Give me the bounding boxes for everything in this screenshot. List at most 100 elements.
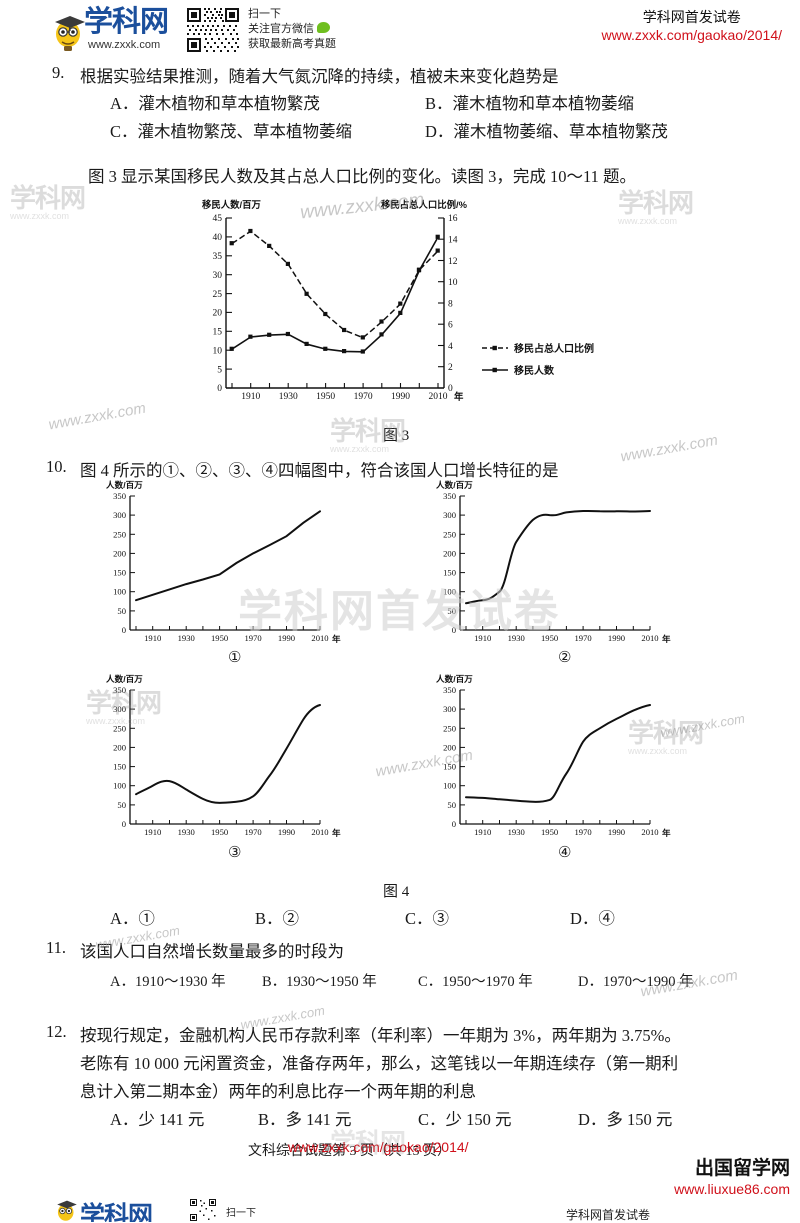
fig3-left-axis-title: 移民人数/百万 <box>202 199 261 210</box>
fig4-3-xtick-1990: 1990 <box>278 827 295 837</box>
fig3-ytick-25: 25 <box>213 290 223 300</box>
q9-option-d-text: 灌木植物萎缩、草本植物繁茂 <box>453 122 668 141</box>
fig4-4-curve <box>465 704 651 803</box>
fig4-4-label: ④ <box>558 845 572 861</box>
q9-option-b-text: 灌木植物和草本植物萎缩 <box>452 94 635 113</box>
chart-fig3: 移民人数/百万 移民占总人口比例/% 0 5 10 15 20 25 <box>186 196 606 418</box>
fig4-2-xaxis-unit: 年 <box>662 633 671 644</box>
q10-option-c[interactable]: C．③ <box>405 905 449 929</box>
fig4-2-ytick-350: 350 <box>443 491 456 501</box>
fig3-ytick-15: 15 <box>213 328 223 338</box>
q11-option-b[interactable]: B．1930～1950 年 <box>262 970 377 991</box>
fig4-4-xtick-2010: 2010 <box>641 827 658 837</box>
fig3-y2tick-0: 0 <box>448 384 453 394</box>
fig3-xtick-1930: 1930 <box>279 392 298 402</box>
fig3-y2tick-8: 8 <box>448 299 453 309</box>
scan-line-2-wrap: 关注官方微信 <box>248 22 336 37</box>
q12-option-c[interactable]: C．少 150 元 <box>418 1106 512 1130</box>
mascot-icon <box>55 16 85 51</box>
q10-option-c-text: ③ <box>432 909 450 928</box>
zxxk-logo: 学科网 www.zxxk.com <box>52 6 177 54</box>
q12-option-a[interactable]: A．少 141 元 <box>110 1106 204 1130</box>
q11-option-a[interactable]: A．1910～1930 年 <box>110 970 226 991</box>
fig3-legend: 移民占总人口比例 移民人数 <box>482 342 594 377</box>
fig4-2-ytick-0: 0 <box>452 625 456 635</box>
q11-option-c-key: C． <box>418 974 443 990</box>
bottom-qr-icon[interactable] <box>186 1198 220 1222</box>
fig3-xaxis-unit: 年 <box>454 391 464 402</box>
fig4-3-curve <box>135 704 321 804</box>
fig4-3-ytick-250: 250 <box>113 723 126 733</box>
q9-option-c[interactable]: C．灌木植物繁茂、草本植物萎缩 <box>110 118 352 142</box>
fig4-1-xtick-1950: 1950 <box>211 633 228 643</box>
fig4-1-ytick-50: 50 <box>117 606 126 616</box>
fig4-4-ytick-0: 0 <box>452 819 456 829</box>
q11-option-c-text: 1950～1970 年 <box>442 974 533 990</box>
fig4-1-ytick-150: 150 <box>113 568 126 578</box>
fig4-1-label: ① <box>228 650 242 666</box>
chart-fig4-4: 人数/百万 0 50 100 150 200 250 300 350 <box>418 672 718 854</box>
q12-option-b[interactable]: B．多 141 元 <box>258 1106 352 1130</box>
q9-option-c-key: C． <box>110 122 138 141</box>
fig3-ytick-40: 40 <box>213 233 223 243</box>
watermark-logo-1: 学科网 www.zxxk.com <box>10 183 86 221</box>
q10-option-a-text: ① <box>138 909 155 928</box>
logo-url: www.zxxk.com <box>88 39 161 51</box>
q12-option-c-text: 少 150 元 <box>445 1110 512 1129</box>
fig4-4-ytick-350: 350 <box>443 685 456 695</box>
fig4-1-xtick-1930: 1930 <box>178 633 195 643</box>
fig4-4-ytick-50: 50 <box>447 800 456 810</box>
fig3-caption: 图 3 <box>383 428 410 444</box>
watermark-url-1: www.zxxk.com <box>47 399 148 434</box>
q11-option-c[interactable]: C．1950～1970 年 <box>418 970 533 991</box>
bottom-mascot-icon <box>57 1200 77 1221</box>
q12-option-d-text: 多 150 元 <box>606 1110 673 1129</box>
fig3-y2tick-2: 2 <box>448 363 453 373</box>
q12-option-b-key: B． <box>258 1110 286 1129</box>
fig4-4-ytick-100: 100 <box>443 781 456 791</box>
fig4-4-ytick-200: 200 <box>443 742 456 752</box>
watermark-logo-2-url: www.zxxk.com <box>618 216 678 226</box>
q10-option-d-text: ④ <box>598 909 615 928</box>
scan-instructions: 扫一下 关注官方微信 获取最新高考真题 <box>248 7 336 52</box>
fig4-1-xtick-2010: 2010 <box>311 633 328 643</box>
watermark-logo-1-text: 学科网 <box>10 183 86 213</box>
q11-option-d[interactable]: D．1970～1990 年 <box>578 970 694 991</box>
q9-option-d-key: D． <box>425 122 454 141</box>
q10-option-a[interactable]: A．① <box>110 905 155 929</box>
q12-option-d[interactable]: D．多 150 元 <box>578 1106 672 1130</box>
chart-fig4-2: 人数/百万 0 50 100 150 200 250 300 350 <box>418 478 718 660</box>
q10-stem: 图 4 所示的①、②、③、④四幅图中，符合该国人口增长特征的是 <box>80 461 559 480</box>
q9-option-d[interactable]: D．灌木植物萎缩、草本植物繁茂 <box>425 118 668 142</box>
q9-option-a-key: A． <box>110 94 139 113</box>
fig3-right-axis-title: 移民占总人口比例/% <box>381 199 468 210</box>
fig3-ytick-35: 35 <box>213 252 223 262</box>
q9-option-b[interactable]: B．灌木植物和草本植物萎缩 <box>425 90 634 114</box>
q12-option-c-key: C． <box>418 1110 446 1129</box>
q10-option-b[interactable]: B．② <box>255 905 299 929</box>
fig4-4-yaxis-title: 人数/百万 <box>436 673 473 684</box>
header-site-url[interactable]: www.zxxk.com/gaokao/2014/ <box>601 27 782 43</box>
fig4-3-ytick-0: 0 <box>122 819 126 829</box>
q11-option-b-text: 1930～1950 年 <box>286 974 377 990</box>
q12-option-a-key: A． <box>110 1110 139 1129</box>
fig4-2-ytick-50: 50 <box>447 606 456 616</box>
fig4-3-xtick-1950: 1950 <box>211 827 228 837</box>
page-footer-url[interactable]: www.zxxk.com/gaokao/2014/ <box>288 1139 469 1155</box>
fig3-ytick-10: 10 <box>213 346 223 356</box>
q10-option-d[interactable]: D．④ <box>570 905 615 929</box>
watermark-logo-3-url: www.zxxk.com <box>330 444 390 454</box>
fig4-2-label: ② <box>558 650 572 666</box>
fig4-2-xtick-1950: 1950 <box>541 633 558 643</box>
q9-option-a[interactable]: A．灌木植物和草本植物繁茂 <box>110 90 320 114</box>
fig3-series-count <box>231 236 439 353</box>
bottom-logo: 学科网 <box>52 1196 182 1222</box>
fig4-2-ytick-250: 250 <box>443 529 456 539</box>
header-right-block: 学科网首发试卷 www.zxxk.com/gaokao/2014/ <box>601 8 782 45</box>
q10-option-a-key: A． <box>110 909 139 928</box>
q9-option-b-key: B． <box>425 94 453 113</box>
liuxue-url[interactable]: www.liuxue86.com <box>674 1181 790 1197</box>
fig4-3-ytick-300: 300 <box>113 704 126 714</box>
qr-code-icon[interactable] <box>185 6 241 54</box>
q10-number: 10. <box>46 457 67 476</box>
